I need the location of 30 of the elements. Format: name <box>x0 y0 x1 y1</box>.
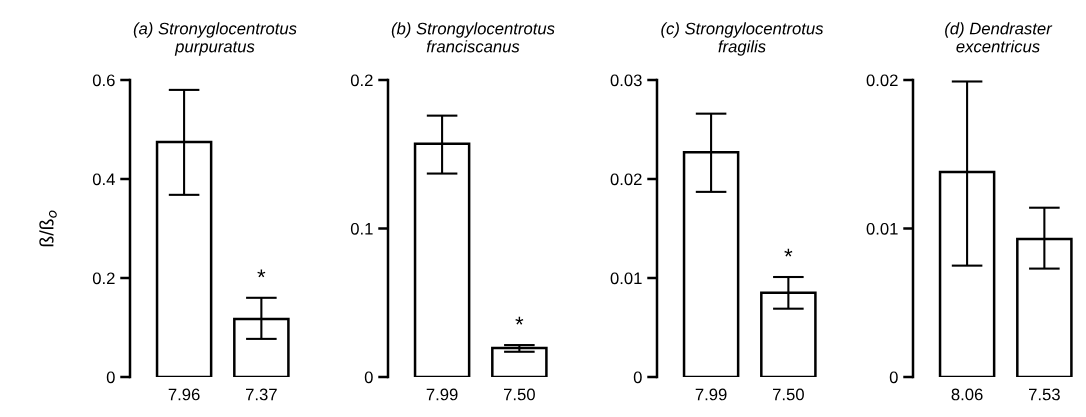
y-tick-label: 0.4 <box>92 173 115 186</box>
y-axis-title: ß/ß$_{o}$ <box>39 210 57 247</box>
y-tick-label: 0 <box>889 371 898 384</box>
annotation: * <box>784 248 793 257</box>
y-tick-label: 0 <box>106 371 115 384</box>
x-tick-label: 7.96 <box>168 388 200 401</box>
x-tick-label: 7.99 <box>426 388 458 401</box>
annotation: * <box>515 316 524 325</box>
y-tick-label: 0.6 <box>92 74 115 87</box>
y-tick-label: 0.02 <box>610 173 642 186</box>
annotation: * <box>257 269 266 278</box>
x-tick-label: 7.50 <box>504 388 535 401</box>
y-tick-label: 0.01 <box>866 222 898 235</box>
y-tick-label: 0.2 <box>350 74 373 87</box>
y-tick-label: 0 <box>364 371 373 384</box>
y-tick-label: 0.03 <box>610 74 642 87</box>
x-tick-label: 7.53 <box>1029 388 1060 401</box>
y-tick-label: 0 <box>633 371 642 384</box>
y-tick-label: 0.1 <box>350 222 373 235</box>
chart-title: (b) Strongylocentrotus franciscanus <box>391 22 555 53</box>
chart-title: (d) Dendraster excentricus <box>945 22 1053 53</box>
x-tick-label: 7.99 <box>695 388 727 401</box>
y-tick-label: 0.2 <box>92 272 115 285</box>
x-tick-label: 7.37 <box>246 388 277 401</box>
x-tick-label: 8.06 <box>951 388 983 401</box>
y-tick-label: 0.01 <box>610 272 642 285</box>
chart-title: (c) Strongylocentrotus fragilis <box>661 22 824 56</box>
chart-title: (a) Stronyglocentrotus purpuratus <box>133 22 297 56</box>
y-tick-label: 0.02 <box>866 74 898 87</box>
x-tick-label: 7.50 <box>773 388 804 401</box>
